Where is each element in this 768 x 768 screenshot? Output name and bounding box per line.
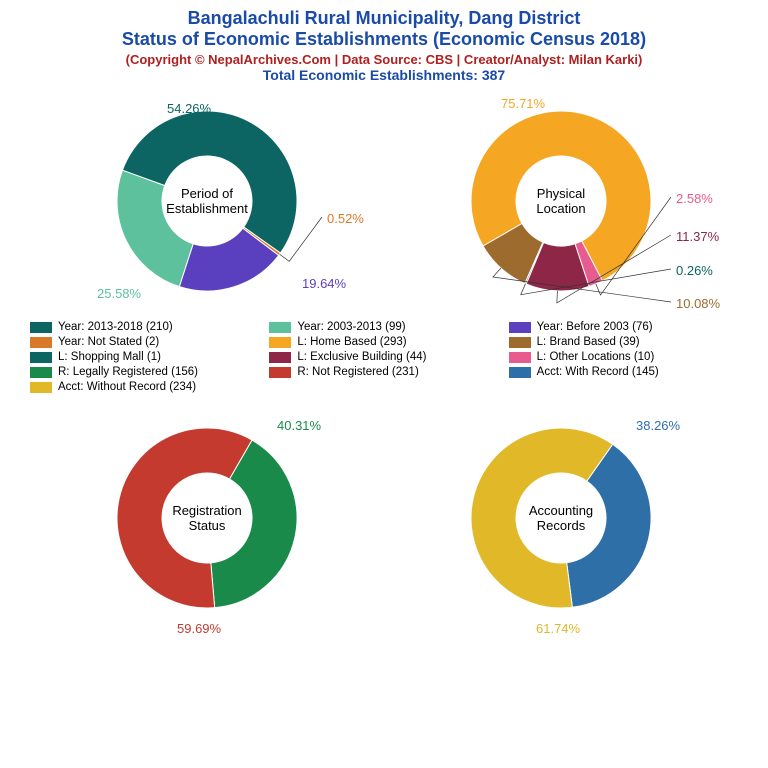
legend-swatch <box>30 322 52 333</box>
chart-accounting: Accounting Records38.26%61.74% <box>391 408 731 628</box>
legend-text: L: Shopping Mall (1) <box>58 351 161 363</box>
copyright-line: (Copyright © NepalArchives.Com | Data So… <box>0 52 768 67</box>
legend-item: Year: Not Stated (2) <box>30 336 259 348</box>
pct-label: 54.26% <box>167 101 211 116</box>
legend-item: Year: Before 2003 (76) <box>509 321 738 333</box>
charts-row-top: Period of Establishment 54.26% 0.52% 19.64%… <box>0 91 768 311</box>
legend-item: L: Home Based (293) <box>269 336 498 348</box>
pct-label: 59.69% <box>177 621 221 636</box>
legend-text: Acct: With Record (145) <box>537 366 659 378</box>
legend-swatch <box>30 337 52 348</box>
pct-label: 2.58% <box>676 191 713 206</box>
chart-period: Period of Establishment 54.26% 0.52% 19.64%… <box>37 91 377 311</box>
legend-swatch <box>509 337 531 348</box>
legend-item: L: Other Locations (10) <box>509 351 738 363</box>
legend-text: Year: 2013-2018 (210) <box>58 321 173 333</box>
legend-swatch <box>30 367 52 378</box>
pct-label: 40.31% <box>277 418 321 433</box>
legend-item: Acct: Without Record (234) <box>30 381 259 393</box>
legend-item: R: Legally Registered (156) <box>30 366 259 378</box>
legend-text: R: Not Registered (231) <box>297 366 418 378</box>
legend-swatch <box>269 322 291 333</box>
pct-label: 11.37% <box>676 229 719 244</box>
donut-center-label: Physical Location <box>511 186 611 216</box>
chart-registration: Registration Status40.31%59.69% <box>37 408 377 628</box>
legend-item: L: Brand Based (39) <box>509 336 738 348</box>
legend-text: Year: 2003-2013 (99) <box>297 321 405 333</box>
legend-text: Acct: Without Record (234) <box>58 381 196 393</box>
legend: Year: 2013-2018 (210) Year: 2003-2013 (99… <box>0 311 768 393</box>
legend-text: L: Other Locations (10) <box>537 351 655 363</box>
pct-label: 0.26% <box>676 263 713 278</box>
legend-swatch <box>269 337 291 348</box>
legend-text: L: Exclusive Building (44) <box>297 351 426 363</box>
legend-item: R: Not Registered (231) <box>269 366 498 378</box>
chart-location: Physical Location 75.71% 2.58% 11.37% 0.26% 1… <box>391 91 731 311</box>
legend-text: R: Legally Registered (156) <box>58 366 198 378</box>
legend-item: Year: 2003-2013 (99) <box>269 321 498 333</box>
pct-label: 19.64% <box>302 276 346 291</box>
legend-text: Year: Not Stated (2) <box>58 336 159 348</box>
legend-item: L: Shopping Mall (1) <box>30 351 259 363</box>
legend-item: Acct: With Record (145) <box>509 366 738 378</box>
legend-text: L: Home Based (293) <box>297 336 406 348</box>
legend-swatch <box>30 352 52 363</box>
pct-label: 25.58% <box>97 286 141 301</box>
pct-label: 0.52% <box>327 211 364 226</box>
donut-center-label: Registration Status <box>157 503 257 533</box>
pct-label: 38.26% <box>636 418 680 433</box>
legend-text: Year: Before 2003 (76) <box>537 321 653 333</box>
title-line-2: Status of Economic Establishments (Econo… <box>0 29 768 50</box>
donut-center-label: Period of Establishment <box>157 186 257 216</box>
header: Bangalachuli Rural Municipality, Dang Di… <box>0 0 768 83</box>
charts-row-bottom: Registration Status40.31%59.69% Accounti… <box>0 408 768 628</box>
legend-swatch <box>509 367 531 378</box>
title-line-1: Bangalachuli Rural Municipality, Dang Di… <box>0 8 768 29</box>
pct-label: 75.71% <box>501 96 545 111</box>
legend-swatch <box>509 352 531 363</box>
legend-text: L: Brand Based (39) <box>537 336 640 348</box>
legend-swatch <box>30 382 52 393</box>
total-line: Total Economic Establishments: 387 <box>0 67 768 83</box>
legend-swatch <box>269 352 291 363</box>
legend-item: L: Exclusive Building (44) <box>269 351 498 363</box>
pct-label: 10.08% <box>676 296 720 311</box>
legend-item: Year: 2013-2018 (210) <box>30 321 259 333</box>
legend-swatch <box>269 367 291 378</box>
pct-label: 61.74% <box>536 621 580 636</box>
legend-swatch <box>509 322 531 333</box>
donut-center-label: Accounting Records <box>511 503 611 533</box>
